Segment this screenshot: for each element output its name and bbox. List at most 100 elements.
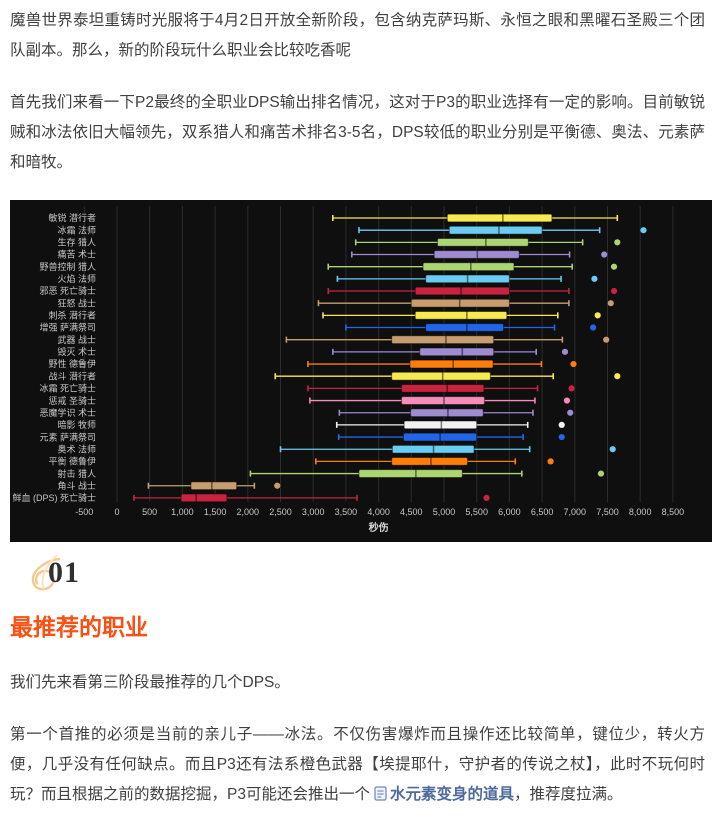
section-number: 01	[48, 556, 80, 589]
y-tick-label: 鲜血 (DPS) 死亡骑士	[12, 492, 96, 503]
box	[403, 420, 478, 430]
boxplot-row: 增强 萨满祭司	[39, 322, 597, 333]
outlier-point	[614, 373, 621, 380]
outlier-point	[567, 409, 574, 416]
x-tick-label: 3,500	[335, 507, 358, 517]
box	[400, 396, 486, 405]
x-tick-label: 3,000	[302, 507, 325, 517]
y-tick-label: 野兽控制 猎人	[39, 261, 96, 272]
boxplot-row: 毁灭 术士	[57, 346, 569, 357]
paragraph-intro: 魔兽世界泰坦重铸时光服将于4月2日开放全新阶段，包含纳克萨玛斯、永恒之眼和黑曜石…	[10, 12, 705, 59]
outlier-point	[561, 348, 569, 355]
outlier-point	[547, 458, 554, 465]
outlier-point	[558, 421, 565, 428]
y-tick-label: 武器 战士	[57, 334, 96, 345]
paragraph-recommend-intro: 我们先来看第三阶段最推荐的几个DPS。	[10, 674, 290, 691]
outlier-point	[603, 336, 610, 343]
boxplot-row: 角斗 战士	[57, 480, 281, 491]
x-tick-label: 6,000	[498, 507, 521, 517]
box	[448, 225, 543, 235]
y-tick-label: 邪恶 死亡骑士	[39, 285, 96, 296]
outlier-point	[563, 397, 571, 404]
x-tick-label: 1,000	[171, 507, 194, 517]
x-tick-label: -500	[75, 507, 93, 517]
box	[391, 371, 491, 381]
x-tick-label: 6,500	[531, 507, 554, 517]
dps-boxplot-chart: -500 0 500 1,000 1,500 2,000 2,500 3,000 3,500 4,…	[10, 200, 712, 542]
box	[409, 359, 494, 369]
x-tick-label: 0	[114, 507, 119, 517]
boxplot-svg: -500 0 500 1,000 1,500 2,000 2,500 3,000 3,500 4,…	[12, 206, 684, 534]
boxplot-row: 暗影 牧师	[57, 419, 565, 430]
section-marker: 01	[26, 552, 705, 602]
x-tick-label: 7,500	[596, 507, 619, 517]
paragraph-frost-mage: 第一个首推的必须是当前的亲儿子——冰法。不仅伤害爆炸而且操作还比较简单，键位少，…	[10, 720, 705, 812]
box	[400, 383, 485, 393]
boxplot-row: 冰霜 法师	[57, 224, 647, 235]
box	[446, 213, 553, 223]
boxplot-row: 野性 德鲁伊	[48, 358, 577, 369]
outlier-point	[570, 360, 577, 368]
y-tick-label: 增强 萨满祭司	[39, 322, 96, 333]
boxplot-row: 冰霜 死亡骑士	[39, 383, 575, 394]
box	[422, 262, 515, 272]
y-tick-label: 角斗 战士	[57, 480, 96, 491]
box	[425, 323, 505, 332]
boxplot-row: 痛苦 术士	[57, 249, 608, 260]
boxplot-row: 元素 萨满祭司	[39, 431, 565, 442]
outlier-point	[568, 385, 575, 392]
outlier-point	[640, 227, 647, 234]
box	[414, 286, 510, 296]
box	[391, 457, 469, 466]
outlier-point	[594, 312, 601, 319]
x-tick-label: 4,500	[400, 507, 423, 517]
outlier-point	[590, 324, 597, 331]
boxplot-row: 野兽控制 猎人	[39, 261, 618, 272]
boxplot-row: 狂怒 战士	[57, 297, 614, 308]
boxplot-row: 惩戒 圣骑士	[48, 395, 571, 406]
y-tick-label: 冰霜 法师	[57, 224, 96, 235]
x-tick-label: 2,000	[237, 507, 260, 517]
boxplot-row: 生存 猎人	[57, 237, 621, 248]
y-tick-label: 恶魔学识 术士	[39, 407, 96, 418]
outlier-point	[483, 494, 490, 502]
box	[391, 335, 495, 345]
boxplot-row: 敏锐 潜行者	[48, 212, 619, 223]
outlier-point	[610, 263, 618, 270]
boxplot-row: 平衡 德鲁伊	[48, 456, 554, 467]
outlier-point	[597, 470, 605, 477]
x-tick-label: 7,000	[564, 507, 587, 517]
y-tick-label: 刺杀 潜行者	[48, 310, 96, 321]
y-tick-label: 生存 猎人	[57, 237, 96, 248]
outlier-point	[614, 239, 621, 246]
y-tick-label: 惩戒 圣骑士	[48, 395, 96, 406]
box	[358, 469, 463, 478]
outlier-point	[601, 251, 608, 258]
water-elemental-item-link[interactable]: 水元素变身的道具	[389, 786, 514, 803]
y-tick-label: 元素 萨满祭司	[39, 431, 96, 442]
y-tick-label: 暗影 牧师	[57, 419, 96, 430]
recommendation-text-after-link: ，推荐度拉满。	[513, 786, 623, 803]
y-tick-label: 冰霜 死亡骑士	[39, 383, 96, 394]
outlier-point	[609, 446, 616, 453]
x-tick-label: 4,000	[367, 507, 390, 517]
y-tick-label: 奥术 法师	[57, 443, 96, 454]
boxplot-row: 战斗 潜行者	[48, 370, 621, 381]
boxplot-row: 射击 猎人	[57, 468, 605, 479]
x-axis-label: 秒伤	[369, 521, 389, 534]
outlier-point	[558, 433, 565, 441]
y-tick-label: 狂怒 战士	[57, 297, 96, 308]
x-tick-label: 5,500	[465, 507, 488, 517]
article-page: 魔兽世界泰坦重铸时光服将于4月2日开放全新阶段，包含纳克萨玛斯、永恒之眼和黑曜石…	[10, 12, 712, 812]
boxplot-row: 武器 战士	[57, 334, 610, 345]
outlier-point	[274, 482, 281, 489]
box	[419, 347, 495, 357]
y-tick-label: 毁灭 术士	[57, 346, 96, 357]
outlier-point	[591, 275, 598, 282]
boxplot-row: 刺杀 潜行者	[48, 310, 601, 321]
paragraph-dps-ranking: 首先我们来看一下P2最终的全职业DPS输出排名情况，这对于P3的职业选择有一定的…	[10, 94, 705, 171]
y-tick-label: 平衡 德鲁伊	[48, 456, 96, 467]
x-tick-label: 5,000	[433, 507, 456, 517]
box	[190, 481, 238, 491]
x-tick-label: 2,500	[269, 507, 292, 517]
